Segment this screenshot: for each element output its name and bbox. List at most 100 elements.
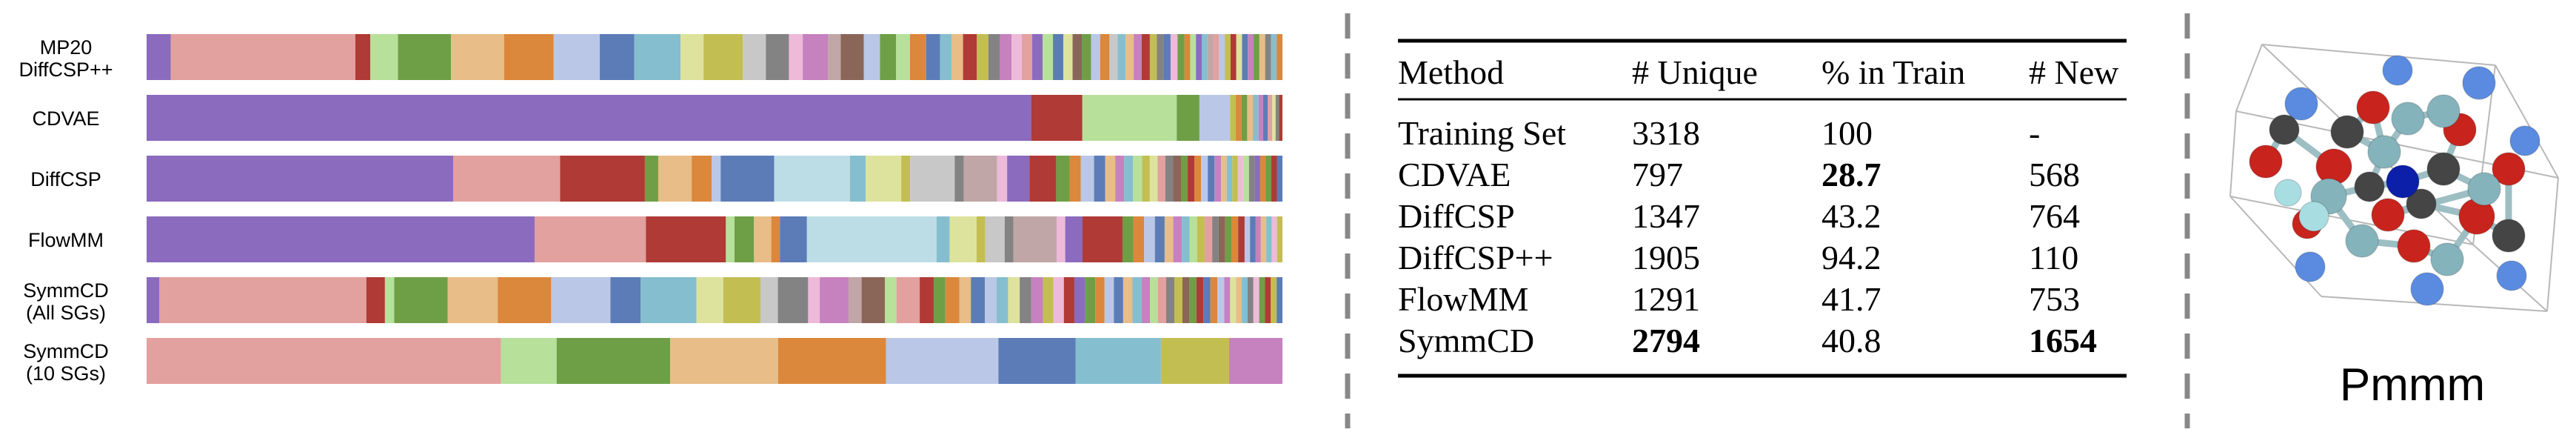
bar-segment [1242,277,1248,323]
bar-segment [840,34,864,80]
bar-segment [1197,216,1205,262]
table-cell: 568 [2029,156,2080,193]
bar-segment [1174,277,1182,323]
atom [2406,188,2437,219]
bar-segment [447,277,498,323]
table-cell: DiffCSP [1398,197,1515,235]
bar-segment [1125,34,1134,80]
bar-segment [863,34,880,80]
bar-segment [170,34,355,80]
bar-segment [1149,156,1158,202]
bar-segment [1075,338,1161,384]
atom [2386,165,2420,199]
bar-segment [808,277,820,323]
bar-segment [1072,34,1083,80]
bar-segment [723,277,761,323]
bar-segment [743,34,766,80]
bar-segment [828,34,841,80]
bar-segment [1271,216,1277,262]
bar-segment [147,156,453,202]
bar-segment [777,338,886,384]
bar-segment [774,156,850,202]
bar-segment [1114,277,1123,323]
unit-cell-edge [2546,177,2559,312]
bar-segment [1219,34,1225,80]
bar-segment [998,338,1076,384]
atom [2492,219,2526,253]
bar-segment [820,277,849,323]
bar-segment [1065,216,1083,262]
bar-segment [504,34,554,80]
bar-segment [803,34,829,80]
bar-segment [600,34,635,80]
bar-segment [1238,216,1245,262]
table-header-cell: # Unique [1632,53,1758,91]
bar-segment [1196,277,1204,323]
bar-segment [880,34,897,80]
bar-segment [692,156,712,202]
atom [2298,201,2329,232]
bar-segment [940,34,952,80]
bar-segment [1214,156,1222,202]
table-cell: 764 [2029,197,2080,235]
bar-segment [766,34,789,80]
bar-segment [1173,216,1182,262]
bar-segment [1247,95,1254,141]
bar-segment [1144,216,1155,262]
bar-segment [1277,34,1282,80]
bar-segment [977,34,988,80]
bar-segment [1196,34,1202,80]
bar-row: CDVAE [32,95,1282,141]
bar-segment [1177,95,1200,141]
bar-segment [1170,34,1178,80]
table-cell: FlowMM [1398,280,1528,318]
bar-row-label: SymmCD (All SGs) [23,279,109,324]
atom [2367,135,2401,169]
bar-segment [1259,34,1265,80]
bar-segment [1226,156,1233,202]
bar-segment [670,338,778,384]
bar-segment [1043,277,1054,323]
bar-row: DiffCSP [30,156,1282,202]
bar-segment [1100,34,1110,80]
bar-segment [1133,216,1145,262]
atom [2391,102,2425,136]
bar-segment [789,34,803,80]
bar-segment [1177,34,1185,80]
bar-segment [1272,95,1276,141]
bar-segment [896,277,920,323]
atom [2426,94,2460,128]
bar-segment [451,34,504,80]
bar-segment [1095,277,1105,323]
bar-segment [1268,95,1273,141]
bar-segment [1248,156,1255,202]
bar-segment [1237,156,1244,202]
bar-segment [1182,216,1190,262]
bar-segment [534,216,646,262]
bar-segment [754,216,772,262]
bar-segment [951,34,963,80]
unit-cell-edge [2495,64,2559,179]
bar-segment [1080,156,1094,202]
bar-segment [658,156,692,202]
table-row: SymmCD 2794 40.8 1654 [1398,322,2097,359]
bar-segment [959,277,971,323]
bar-segment [1259,277,1265,323]
bar-row-label: FlowMM [28,229,104,251]
bar-segment [1157,156,1165,202]
bar-segment [696,277,723,323]
bar-segment [933,277,946,323]
bar-segment [760,277,778,323]
bar-segment [971,277,986,323]
bar-segment [640,277,697,323]
bar-segment [1031,277,1043,323]
bar-segment [1160,338,1229,384]
bar-segment [1053,277,1064,323]
bar-segment [147,277,160,323]
table-cell: 2794 [1632,322,1700,359]
bar-segment [1230,277,1237,323]
bar-segment [1184,34,1191,80]
bar-segment [1165,277,1174,323]
bar-segment [1242,34,1248,80]
table-cell: 753 [2029,280,2080,318]
